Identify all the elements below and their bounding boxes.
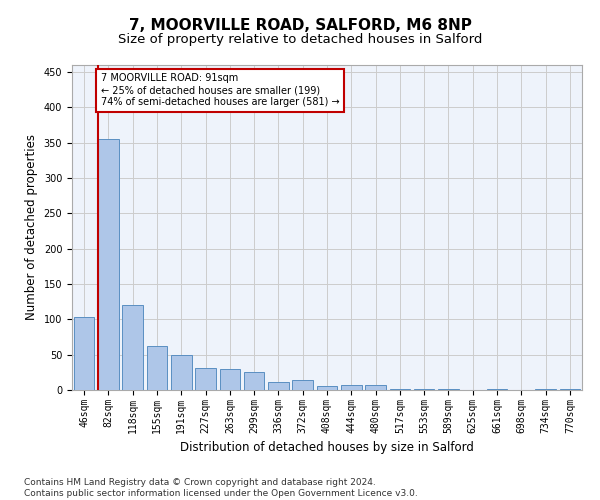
Bar xyxy=(244,372,265,390)
Text: Contains HM Land Registry data © Crown copyright and database right 2024.
Contai: Contains HM Land Registry data © Crown c… xyxy=(24,478,418,498)
Bar xyxy=(98,139,119,390)
Bar xyxy=(317,386,337,390)
Bar xyxy=(171,354,191,390)
Text: 7 MOORVILLE ROAD: 91sqm
← 25% of detached houses are smaller (199)
74% of semi-d: 7 MOORVILLE ROAD: 91sqm ← 25% of detache… xyxy=(101,74,339,106)
Bar xyxy=(389,388,410,390)
Bar xyxy=(220,369,240,390)
Text: Size of property relative to detached houses in Salford: Size of property relative to detached ho… xyxy=(118,32,482,46)
Bar xyxy=(268,382,289,390)
Bar xyxy=(560,388,580,390)
Bar xyxy=(292,380,313,390)
Text: 7, MOORVILLE ROAD, SALFORD, M6 8NP: 7, MOORVILLE ROAD, SALFORD, M6 8NP xyxy=(128,18,472,32)
Bar xyxy=(195,368,216,390)
Y-axis label: Number of detached properties: Number of detached properties xyxy=(25,134,38,320)
X-axis label: Distribution of detached houses by size in Salford: Distribution of detached houses by size … xyxy=(180,441,474,454)
Bar xyxy=(341,385,362,390)
Bar xyxy=(122,305,143,390)
Bar xyxy=(74,317,94,390)
Bar xyxy=(146,346,167,390)
Bar xyxy=(365,385,386,390)
